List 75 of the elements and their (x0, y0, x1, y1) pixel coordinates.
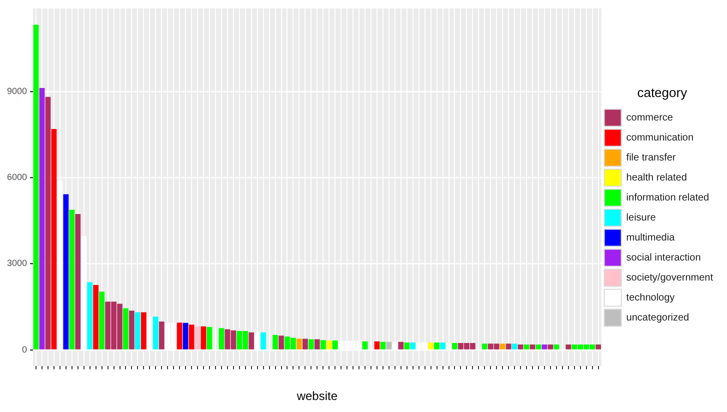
bar (362, 341, 368, 350)
bar (314, 339, 320, 350)
bar (278, 336, 284, 350)
bar (99, 292, 105, 350)
bar (194, 326, 200, 350)
bar (374, 341, 380, 350)
bar (140, 312, 146, 350)
y-tick-label: 0 (22, 344, 28, 354)
bar (176, 322, 182, 350)
legend-label: social interaction (626, 252, 701, 264)
y-tick-label: 6000 (6, 172, 28, 182)
bar (548, 344, 554, 350)
bar (434, 342, 440, 350)
bar (554, 344, 560, 350)
bar (452, 343, 458, 350)
y-tick-label: 9000 (6, 86, 28, 96)
bar (93, 285, 99, 350)
legend-label: multimedia (626, 232, 676, 244)
bar (596, 344, 601, 350)
bar (272, 335, 278, 350)
bar (182, 322, 188, 350)
bar (200, 326, 206, 350)
bar (332, 340, 338, 350)
bar (206, 326, 212, 350)
bar (188, 324, 194, 350)
bar (536, 344, 542, 350)
bar (248, 332, 254, 350)
x-axis-title: website (296, 389, 338, 404)
bar (69, 210, 75, 350)
bar (404, 342, 410, 350)
bar (410, 342, 416, 350)
legend-label: commerce (626, 112, 674, 124)
bar (512, 344, 518, 350)
bar (500, 344, 506, 350)
bar (440, 342, 446, 350)
bar (45, 96, 51, 350)
bar (152, 316, 158, 350)
bar (33, 24, 39, 350)
bar (380, 342, 386, 350)
bar (398, 342, 404, 350)
legend-label: health related (626, 172, 687, 184)
legend-label: file transfer (626, 152, 676, 164)
bar (75, 214, 81, 350)
legend-label: uncategorized (626, 312, 690, 324)
bar (135, 312, 140, 350)
legend-label: communication (626, 132, 694, 144)
bar (260, 332, 266, 350)
bar (524, 344, 530, 350)
bar (320, 340, 326, 350)
bar (158, 322, 164, 350)
bar (63, 194, 69, 350)
bar (386, 342, 392, 350)
legend-label: society/government (626, 272, 714, 284)
bar (428, 342, 434, 350)
bar (518, 344, 524, 350)
bar (87, 282, 93, 350)
bar (326, 340, 332, 350)
y-tick-label: 3000 (6, 258, 28, 268)
bar (302, 338, 308, 350)
bar (123, 308, 128, 350)
bar (39, 88, 45, 350)
bar (542, 344, 548, 350)
legend-label: leisure (626, 212, 656, 224)
bar (566, 344, 572, 350)
bar (218, 328, 224, 350)
bar (296, 338, 302, 350)
bar (482, 344, 488, 350)
bar (308, 339, 314, 350)
legend-label: information related (626, 192, 710, 204)
legend-label: technology (626, 292, 675, 304)
legend-title: category (637, 84, 688, 100)
bar (51, 129, 57, 350)
bar (129, 310, 134, 350)
bar (530, 344, 536, 350)
bar (506, 344, 512, 350)
